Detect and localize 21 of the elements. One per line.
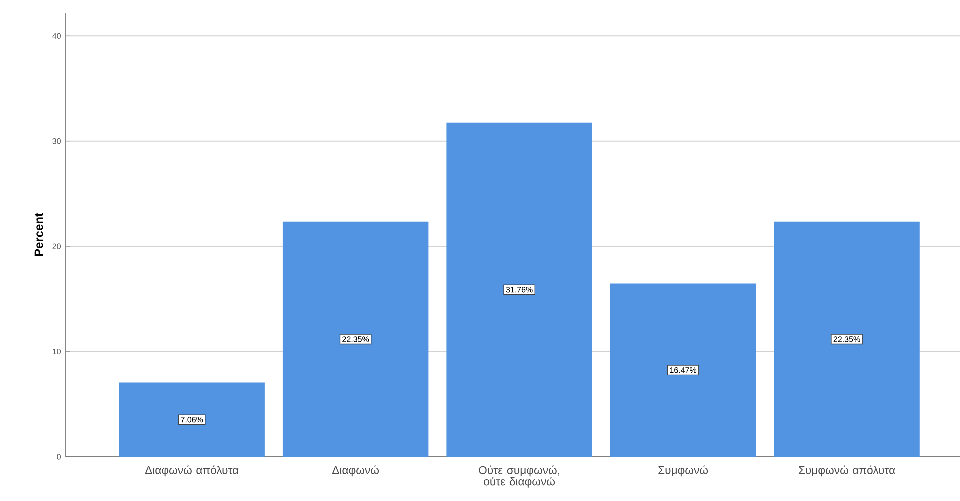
bar	[610, 284, 756, 457]
y-tick-label: 10	[53, 348, 61, 355]
x-tick-label: Ούτε συμφωνώ, ούτε διαφωνώ	[479, 466, 560, 488]
y-tick-label: 40	[52, 33, 61, 39]
data-label: 7.06%	[181, 417, 204, 423]
y-tick-label: 30	[52, 138, 61, 144]
x-tick-label: Διαφωνώ	[332, 466, 380, 477]
y-tick-label: 0	[57, 454, 61, 460]
data-label: 22.35%	[834, 336, 860, 342]
bar	[446, 122, 592, 457]
y-axis-title: Percent	[34, 213, 44, 256]
bar	[282, 222, 429, 457]
x-tick-label: Διαφωνώ απόλυτα	[145, 466, 239, 477]
y-tick-label: 20	[52, 244, 61, 250]
data-label: 16.47%	[670, 368, 697, 374]
x-tick-label: Συμφωνώ	[658, 466, 708, 477]
bar	[119, 382, 265, 457]
data-label: 22.35%	[342, 336, 370, 342]
x-tick-label: Συμφωνώ απόλυτα	[799, 466, 896, 477]
bar	[774, 222, 920, 457]
data-label: 31.76%	[506, 287, 533, 293]
